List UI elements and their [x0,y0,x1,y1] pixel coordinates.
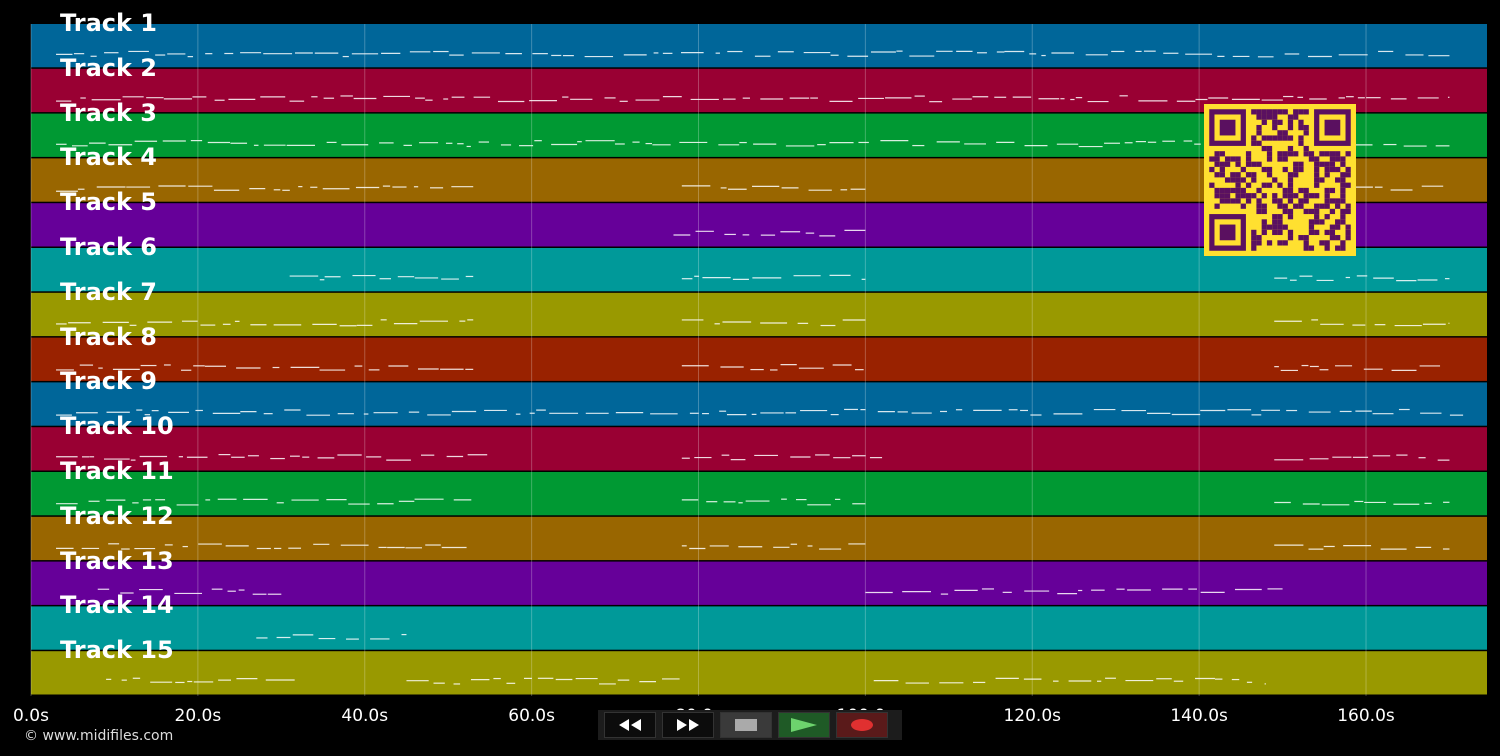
time-tick-label: 60.0s [508,706,555,726]
track-lane [31,337,1487,381]
track-label: Track 13 [60,546,174,575]
fast-forward-icon [677,719,699,731]
track-label: Track 2 [60,53,158,82]
track-lane [31,606,1487,650]
time-tick-label: 140.0s [1170,706,1228,726]
track-label: Track 3 [60,98,158,127]
rewind-button[interactable] [604,712,656,738]
play-icon [791,718,817,732]
note-events [56,50,1464,685]
track-label: Track 15 [60,636,174,665]
track-lane [31,472,1487,516]
track-label: Track 1 [60,9,158,37]
transport-controls [598,710,902,740]
time-tick-label: 160.0s [1337,706,1395,726]
track-label: Track 12 [60,501,174,530]
track-lane [31,516,1487,561]
track-label: Track 5 [60,188,158,217]
copyright-text: © www.midifiles.com [24,728,174,744]
qr-code [1204,104,1356,256]
track-label: Track 4 [60,143,158,172]
track-label: Track 8 [60,322,158,351]
time-tick-label: 40.0s [341,706,389,726]
track-lane [31,651,1487,695]
time-tick-label: 120.0s [1003,706,1062,726]
record-button[interactable] [836,712,888,738]
time-tick-label: 20.0s [174,706,222,726]
track-label: Track 9 [60,367,158,396]
fast-forward-button[interactable] [662,712,714,738]
track-lane [31,561,1487,605]
track-lane [31,382,1487,426]
track-label: Track 10 [60,412,174,441]
stop-button[interactable] [720,712,772,738]
rewind-icon [619,719,641,731]
track-lane [31,427,1487,471]
track-lane [31,24,1487,68]
track-lane [31,292,1487,337]
track-label: Track 11 [60,457,174,485]
time-tick-label: 0.0s [13,706,49,726]
track-label: Track 14 [60,591,174,620]
record-icon [851,719,873,731]
track-label: Track 7 [60,277,158,306]
track-label: Track 6 [60,233,158,261]
play-button[interactable] [778,712,830,738]
stop-icon [735,719,757,731]
